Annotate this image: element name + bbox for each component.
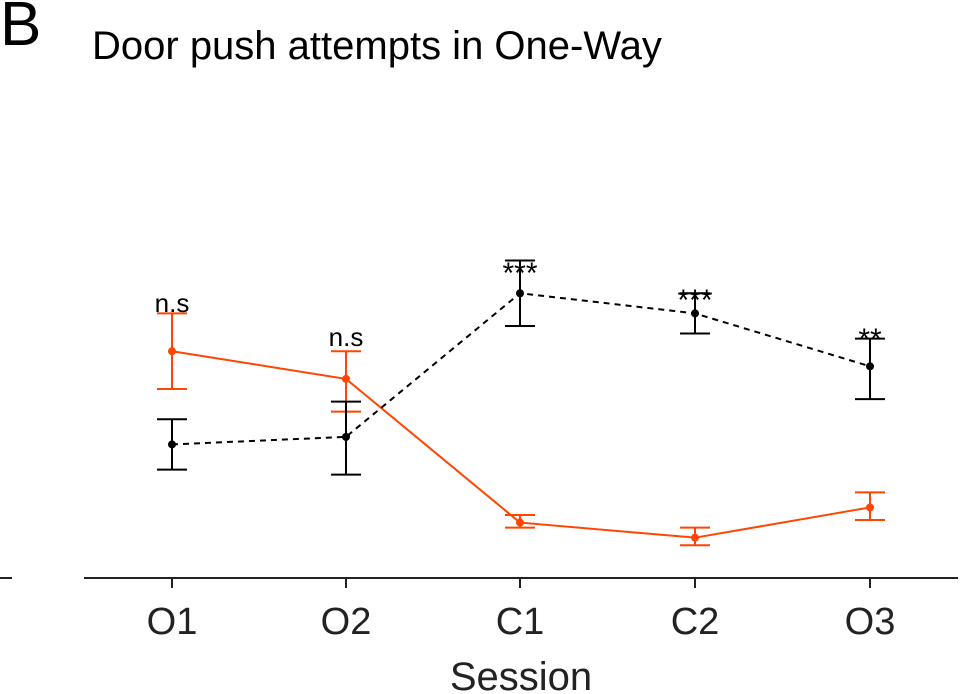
- x-tick-label: C2: [671, 601, 720, 643]
- data-point: [168, 440, 176, 449]
- data-point: [516, 518, 524, 527]
- significance-label: n.s: [155, 288, 190, 318]
- series-line: [171, 350, 871, 539]
- significance-label: ***: [677, 284, 712, 317]
- significance-label: n.s: [329, 322, 364, 352]
- x-tick-label: C1: [496, 601, 545, 643]
- significance-label: ***: [502, 257, 537, 290]
- x-tick-label: O2: [321, 601, 372, 643]
- chart-title: Door push attempts in One-Way: [92, 24, 662, 68]
- data-point: [342, 374, 350, 383]
- data-point: [691, 533, 699, 542]
- data-point: [168, 347, 176, 356]
- data-point: [516, 289, 524, 298]
- panel-letter: B: [0, 0, 42, 59]
- series-layer: [157, 259, 885, 547]
- data-point: [342, 432, 350, 441]
- data-point: [866, 362, 874, 371]
- x-axis: O1 O2 C1 C2 O3 Session: [0, 577, 958, 694]
- significance-label: **: [858, 323, 882, 356]
- data-point: [866, 503, 874, 512]
- x-tick-label: O3: [845, 601, 896, 643]
- x-tick-label: O1: [147, 601, 198, 643]
- series-1: [157, 312, 885, 547]
- data-point: [691, 309, 699, 318]
- x-axis-label: Session: [450, 655, 592, 694]
- series-2: [157, 259, 885, 476]
- annotations: n.sn.s********: [155, 257, 882, 356]
